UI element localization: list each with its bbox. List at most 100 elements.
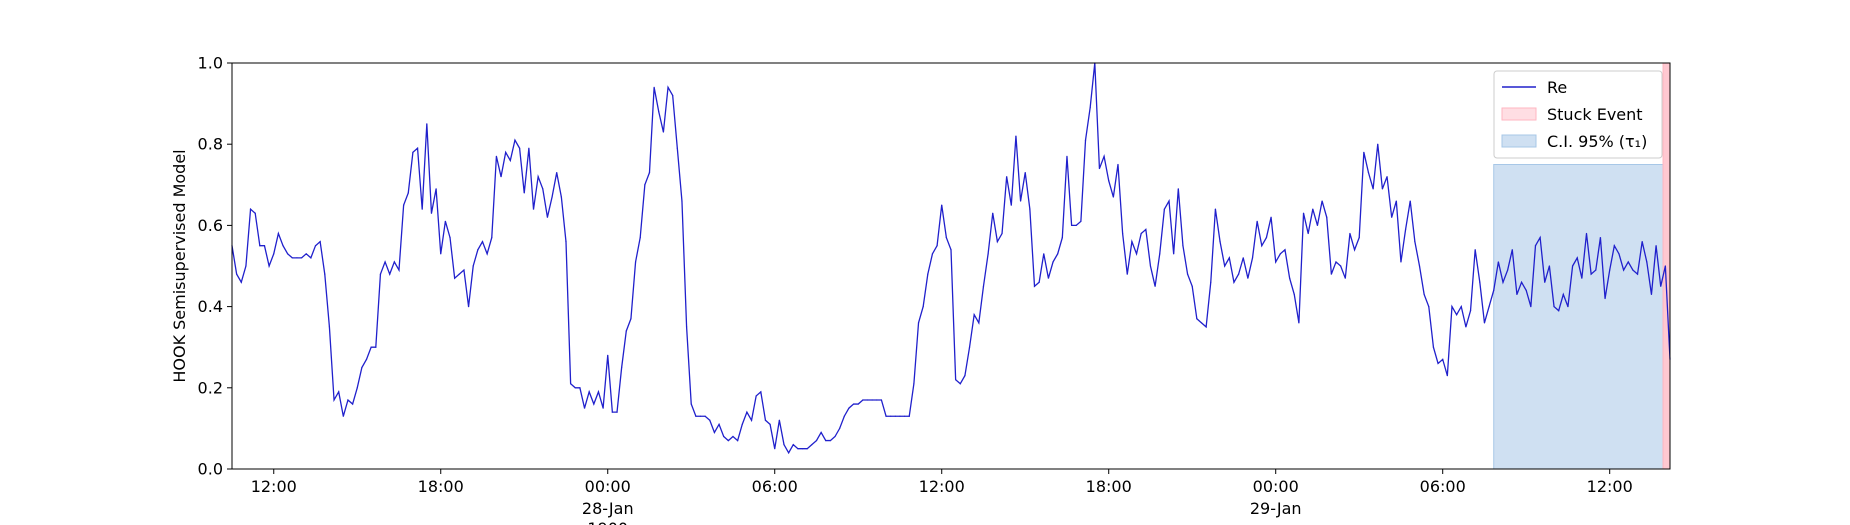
data-point (1451, 306, 1453, 308)
data-point (792, 444, 794, 446)
data-point (263, 245, 266, 247)
data-point (1168, 200, 1170, 202)
data-point (444, 220, 446, 222)
data-point (727, 439, 729, 442)
data-point (430, 212, 433, 214)
y-tick-label: 0.6 (198, 216, 223, 235)
data-point (1224, 265, 1226, 267)
data-point (1636, 273, 1639, 275)
data-point (1655, 245, 1657, 247)
data-point (1544, 281, 1546, 283)
data-point (1131, 241, 1133, 243)
data-point (361, 366, 363, 369)
data-point (685, 326, 688, 328)
data-point (1641, 241, 1643, 243)
data-point (347, 399, 349, 401)
data-point (398, 269, 400, 271)
data-point (259, 245, 261, 247)
data-point (806, 448, 808, 450)
data-point (1256, 220, 1258, 222)
data-point (1098, 167, 1101, 170)
data-point (273, 253, 275, 255)
data-point (1275, 261, 1277, 263)
data-point (1349, 232, 1351, 235)
data-point (662, 131, 665, 133)
data-point (913, 383, 915, 385)
data-point (904, 415, 906, 417)
data-point (1335, 261, 1337, 263)
data-point (1511, 249, 1513, 251)
data-point (927, 273, 929, 275)
data-point (583, 407, 586, 409)
data-point (245, 265, 247, 267)
data-point (885, 415, 887, 417)
data-point (1525, 289, 1527, 291)
data-point (249, 208, 252, 210)
data-point (950, 249, 952, 251)
data-point (1080, 220, 1082, 222)
data-point (1312, 208, 1314, 210)
data-point (495, 155, 498, 157)
data-point (1372, 188, 1374, 190)
data-point (1618, 253, 1620, 255)
data-point (365, 358, 368, 360)
data-point (890, 415, 892, 417)
data-point (593, 403, 595, 405)
data-point (1316, 224, 1319, 226)
data-point (551, 196, 553, 198)
data-point (718, 423, 720, 425)
data-point (634, 261, 637, 263)
data-point (1367, 172, 1370, 174)
data-point (1126, 273, 1128, 275)
data-point (528, 147, 530, 149)
data-point (435, 188, 437, 190)
data-point (370, 346, 372, 348)
data-point (783, 444, 785, 446)
x-tick-label: 12:00 (251, 477, 297, 496)
data-point (1534, 245, 1537, 247)
data-point (463, 269, 465, 271)
data-point (797, 448, 799, 450)
data-point (505, 151, 507, 153)
x-tick-sublabel: 29-Jan (1250, 499, 1302, 518)
data-point (899, 415, 901, 417)
data-point (449, 236, 451, 239)
data-point (1302, 212, 1305, 214)
data-point (648, 172, 651, 174)
region-confidence-interval (1493, 164, 1664, 470)
data-point (1135, 253, 1138, 255)
data-point (1293, 293, 1295, 296)
data-point (825, 439, 827, 442)
data-point (737, 439, 739, 442)
data-point (704, 415, 706, 417)
data-point (1071, 224, 1073, 226)
data-point (1488, 306, 1490, 308)
data-point (1418, 265, 1421, 267)
data-point (602, 407, 604, 409)
data-point (570, 383, 572, 385)
data-point (1251, 257, 1254, 259)
data-point (1613, 245, 1615, 247)
data-point (1623, 269, 1625, 271)
data-point (1196, 318, 1198, 320)
data-point (1381, 188, 1383, 190)
data-point (574, 387, 576, 389)
data-point (713, 431, 716, 434)
data-point (834, 435, 836, 438)
data-point (639, 236, 641, 239)
data-point (1145, 228, 1147, 231)
data-point (1479, 281, 1481, 283)
data-point (922, 306, 924, 308)
data-point (514, 139, 516, 141)
data-point (268, 265, 270, 267)
data-point (579, 387, 581, 389)
data-point (1200, 322, 1203, 324)
data-point (987, 253, 989, 255)
data-point (1404, 228, 1407, 231)
data-point (481, 241, 484, 243)
data-point (421, 208, 423, 210)
data-point (1660, 285, 1662, 287)
x-tick-label: 18:00 (1086, 477, 1132, 496)
data-point (964, 375, 966, 377)
data-point (801, 448, 804, 450)
